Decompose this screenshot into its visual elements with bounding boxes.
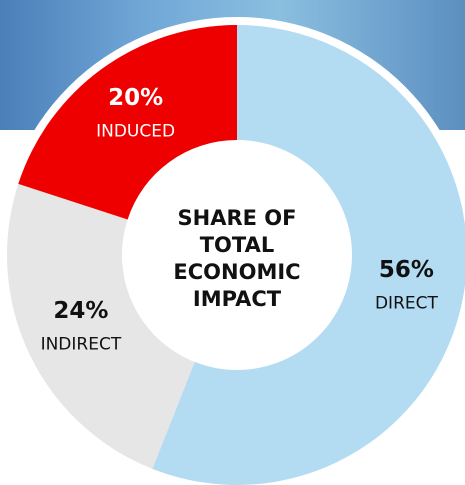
category-label: INDIRECT	[41, 334, 122, 354]
value-label: 20%	[108, 85, 163, 111]
value-label: 24%	[53, 298, 108, 324]
category-label: DIRECT	[375, 293, 439, 313]
category-label: INDUCED	[96, 121, 175, 141]
value-label: 56%	[379, 257, 434, 283]
chart-title: SHARE OF TOTAL ECONOMIC IMPACT	[137, 205, 337, 313]
page: 56% DIRECT 24% INDIRECT 20% INDUCED SHARE OF …	[0, 0, 465, 485]
